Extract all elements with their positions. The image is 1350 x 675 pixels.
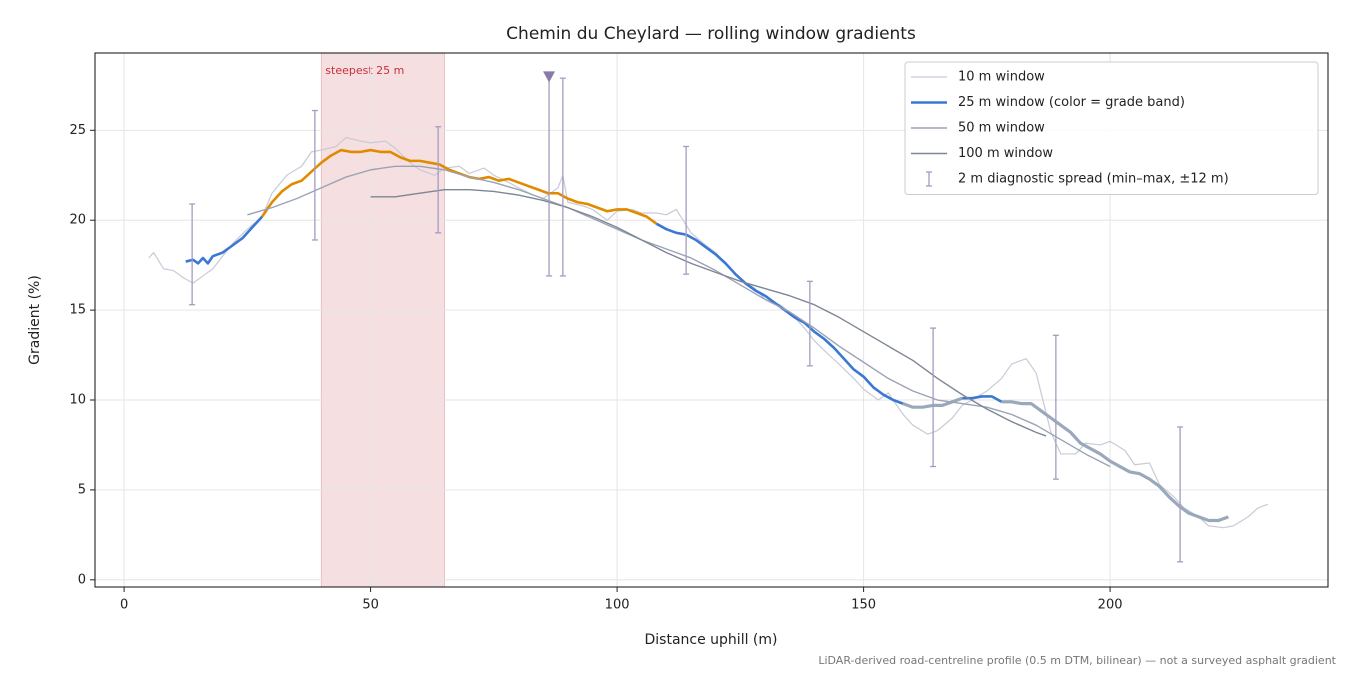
legend-label: 25 m window (color = grade band) xyxy=(958,95,1185,110)
x-tick-label: 100 xyxy=(605,598,630,613)
y-tick-label: 15 xyxy=(69,303,86,318)
y-tick-label: 0 xyxy=(78,572,86,587)
axes-frame xyxy=(94,52,1329,588)
x-tick-label: 0 xyxy=(120,598,128,613)
legend-label: 50 m window xyxy=(958,121,1045,136)
y-tick-label: 20 xyxy=(69,213,86,228)
legend-label: 2 m diagnostic spread (min–max, ±12 m) xyxy=(958,172,1229,187)
chart-title: Chemin du Cheylard — rolling window grad… xyxy=(506,24,916,44)
x-tick-label: 50 xyxy=(362,598,379,613)
highlight-band xyxy=(320,52,445,588)
legend: 10 m window 25 m window (color = grade ba… xyxy=(904,61,1319,195)
series-line xyxy=(185,215,264,265)
series-line xyxy=(247,165,1111,468)
x-axis-label: Distance uphill (m) xyxy=(645,632,778,648)
legend-box xyxy=(904,61,1319,195)
y-tick-label: 10 xyxy=(69,393,86,408)
series-line xyxy=(148,136,1269,529)
series-line xyxy=(655,222,904,405)
footnote: LiDAR-derived road-centreline profile (0… xyxy=(818,654,1336,667)
series-line xyxy=(370,188,1047,437)
series-line xyxy=(1001,400,1229,523)
y-axis-label: Gradient (%) xyxy=(27,275,43,365)
x-tick-label: 200 xyxy=(1098,598,1123,613)
legend-label: 100 m window xyxy=(958,146,1053,161)
x-tick-label: 150 xyxy=(851,598,876,613)
legend-label: 10 m window xyxy=(958,70,1045,85)
series-line xyxy=(962,395,1003,403)
y-tick-label: 25 xyxy=(69,123,86,138)
flag-marker xyxy=(543,71,556,83)
highlight-label: steepest 25 m xyxy=(325,64,404,77)
plot-area xyxy=(148,71,1269,563)
y-tick-label: 5 xyxy=(78,482,86,497)
